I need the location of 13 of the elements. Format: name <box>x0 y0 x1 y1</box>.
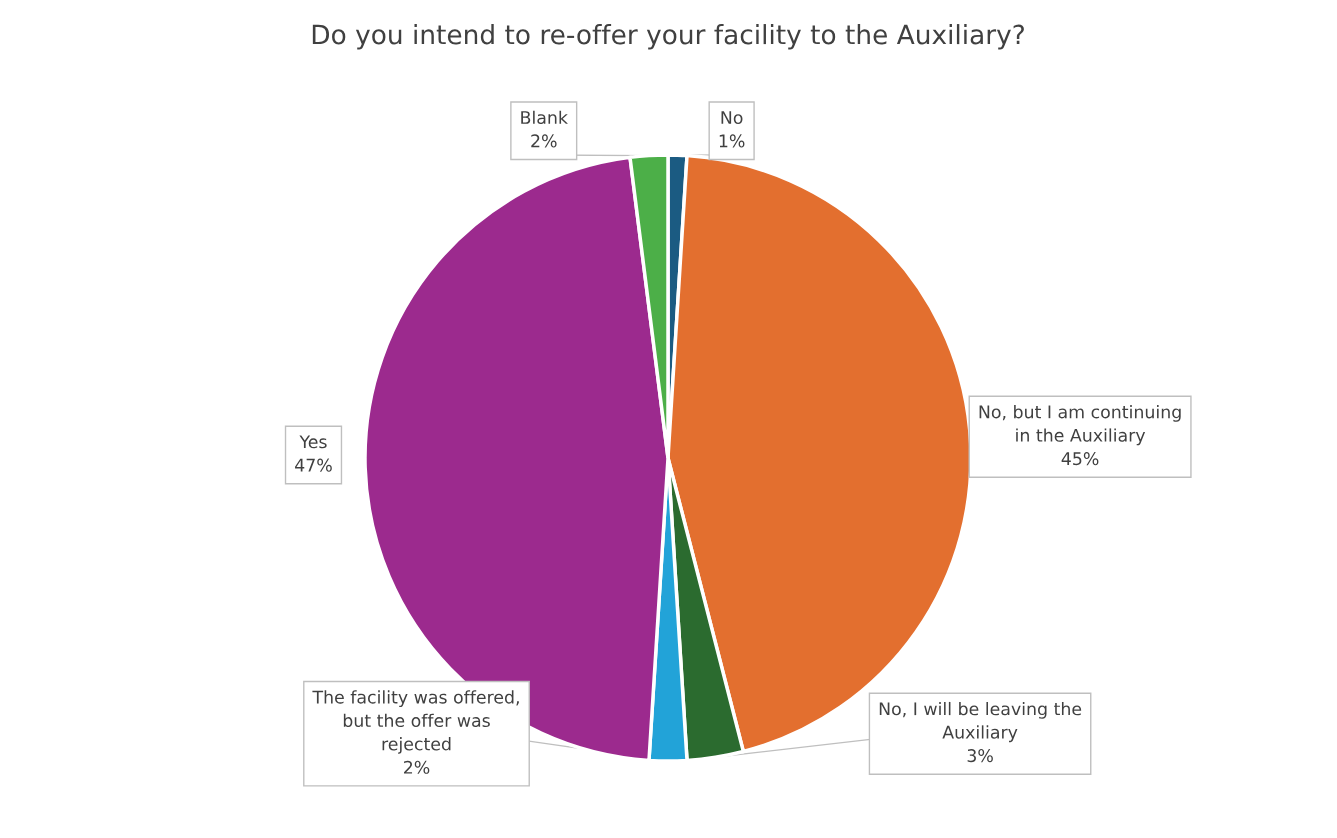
data-label: 1% <box>719 134 745 148</box>
slice-label: No, I will be leaving the Auxiliary <box>879 701 1082 743</box>
data-label: 2% <box>531 134 557 148</box>
slice-label: Yes <box>299 435 327 449</box>
slice-label: No <box>721 111 743 125</box>
data-label: 47% <box>295 458 332 472</box>
data-label: 3% <box>967 749 993 763</box>
slice-label: Blank <box>521 110 568 125</box>
data-label: 45% <box>1061 452 1099 466</box>
data-label: 2% <box>404 760 430 774</box>
slice-label: The facility was offered, but the offer was rejected <box>312 690 519 754</box>
slice-label: No, but I am continuing in the Auxiliary <box>979 404 1181 446</box>
chart-title: Do you intend to re-offer your facility to the Auxiliary? <box>312 24 1024 50</box>
